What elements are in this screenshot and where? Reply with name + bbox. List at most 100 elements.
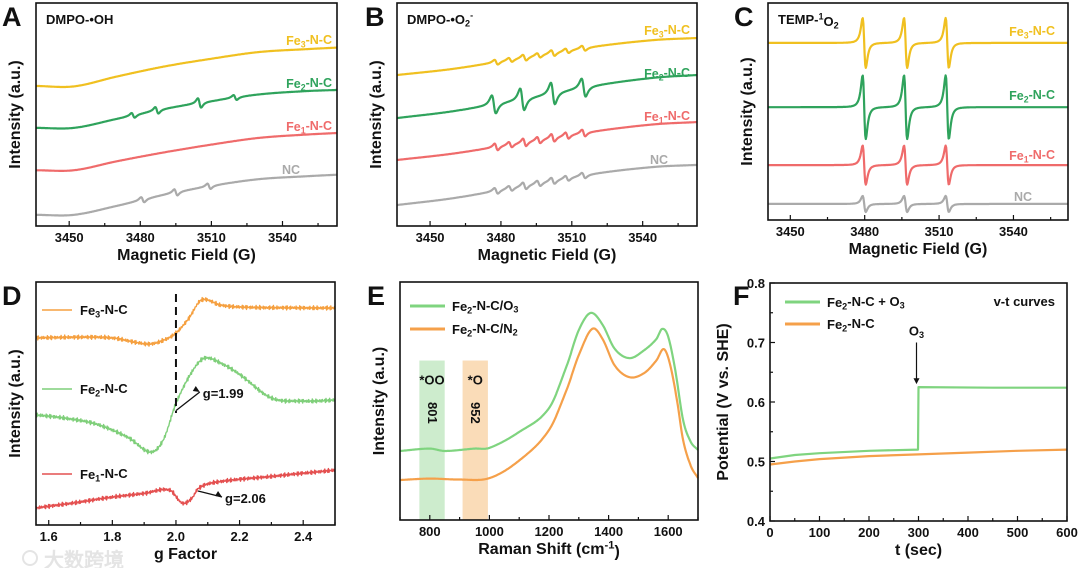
- watermark: 大数跨境: [44, 548, 124, 568]
- y-axis-title: Potential (V vs. SHE): [715, 323, 732, 480]
- panel-title: TEMP-1​O2​: [778, 11, 839, 30]
- plot-frame: [35, 2, 338, 227]
- panel-A: A Fe3​-N-C Fe2​-N-C Fe1​-N-C NC DMPO-•OH 3450 3…: [2, 2, 338, 264]
- y-tick-label: 0.4: [747, 514, 766, 529]
- series-line: [767, 16, 1069, 69]
- x-tick-label: 1.8: [103, 529, 121, 544]
- series-line: [396, 36, 698, 77]
- panel-letter: E: [367, 281, 385, 311]
- series-line: [399, 311, 699, 453]
- band-label: *O: [468, 372, 483, 387]
- series-line: [35, 88, 338, 130]
- panel-C: C Fe3​-N-C Fe2​-N-C Fe1​-N-C NC TEMP-1​O2​ 345…: [734, 2, 1069, 258]
- panel-D: D Fe3​-N-C Fe2​-N-C Fe1​-N-C g=1.99 g=2.06 1.6…: [2, 281, 336, 563]
- panel-F: F Fe2​-N-C + O3​ Fe2​-N-C O3​ v-t curves 0 100…: [715, 276, 1078, 559]
- x-tick-label: 3480: [126, 230, 155, 245]
- series-line: [396, 163, 698, 207]
- panel-title: DMPO-•OH: [46, 12, 113, 27]
- series-line: [396, 73, 698, 120]
- series-line: [767, 194, 1069, 214]
- series-line: [769, 448, 1068, 466]
- series-line: [399, 327, 699, 482]
- panel-E: E *OO 801 *O 952 Fe2​-N-C/O3​ Fe2​-N-C/N2​ 800 1…: [367, 281, 699, 560]
- x-tick-label: 3510: [557, 230, 586, 245]
- y-tick-label: 0.6: [747, 395, 765, 410]
- series-label: NC: [650, 153, 668, 167]
- legend-label: Fe2​-N-C: [827, 316, 875, 334]
- y-axis-title: Intensity (a.u.): [7, 60, 24, 168]
- legend-label: Fe2​-N-C: [80, 381, 128, 399]
- panel-title: v-t curves: [994, 294, 1055, 309]
- band-value: 952: [468, 402, 483, 424]
- x-tick-label: 3510: [925, 224, 954, 239]
- series-line: [396, 121, 698, 162]
- plot-frame: [399, 281, 699, 521]
- series-label: Fe2​-N-C: [1009, 88, 1055, 105]
- legend-label: Fe2​-N-C + O3​: [827, 294, 905, 312]
- series-label: Fe1​-N-C: [286, 119, 332, 136]
- x-tick-label: 3480: [850, 224, 879, 239]
- series-label: Fe1​-N-C: [644, 109, 690, 126]
- annotation-label: g=1.99: [203, 386, 244, 401]
- y-axis-title: Intensity (a.u.): [368, 60, 385, 168]
- legend-label: Fe2​-N-C/O3​: [452, 298, 518, 316]
- series-label: Fe3​-N-C: [644, 23, 690, 40]
- panel-title: DMPO-•O2​-​: [407, 10, 473, 28]
- series-line: [35, 173, 338, 217]
- panel-letter: F: [733, 281, 750, 311]
- x-axis-title: g Factor: [154, 546, 217, 563]
- arrow-head-icon: [192, 386, 200, 392]
- plot-frame: [35, 281, 336, 526]
- series-line: [35, 131, 338, 172]
- x-tick-label: 2.4: [294, 529, 313, 544]
- panel-letter: C: [734, 2, 754, 32]
- x-axis-title: Magnetic Field (G): [117, 247, 256, 264]
- series-line: [35, 296, 336, 347]
- x-tick-label: 200: [858, 525, 880, 540]
- annotation-label: O3​: [909, 323, 924, 340]
- band-label: *OO: [419, 372, 444, 387]
- series-line: [769, 386, 1067, 460]
- legend-label: Fe2​-N-C/N2​: [452, 321, 518, 339]
- series-label: Fe1​-N-C: [1009, 148, 1055, 165]
- x-axis-title: Raman Shift (cm-1​): [478, 539, 620, 560]
- arrow-head-icon: [215, 491, 223, 497]
- x-tick-label: 2.2: [231, 529, 249, 544]
- series-line: [35, 467, 336, 510]
- arrow-head-icon: [913, 378, 920, 385]
- panel-letter: B: [365, 2, 385, 32]
- x-tick-label: 0: [766, 525, 773, 540]
- x-tick-label: 3540: [268, 230, 297, 245]
- series-label: Fe3​-N-C: [286, 33, 332, 50]
- x-tick-label: 100: [809, 525, 831, 540]
- x-tick-label: 500: [1007, 525, 1029, 540]
- x-tick-label: 1400: [594, 524, 623, 539]
- plot-frame: [396, 2, 698, 227]
- series-line: [35, 355, 336, 455]
- x-tick-label: 600: [1056, 525, 1078, 540]
- y-tick-label: 0.5: [747, 455, 765, 470]
- x-tick-label: 3540: [628, 230, 657, 245]
- x-axis-title: Magnetic Field (G): [478, 247, 617, 264]
- series-label: NC: [282, 163, 300, 177]
- y-axis-title: Intensity (a.u.): [7, 349, 24, 457]
- series-line: [767, 144, 1069, 186]
- x-axis-title: t (sec): [895, 542, 942, 559]
- y-tick-label: 0.8: [747, 276, 765, 291]
- y-tick-label: 0.7: [747, 336, 765, 351]
- y-axis-title: Intensity (a.u.): [739, 57, 756, 165]
- legend-label: Fe1​-N-C: [80, 466, 128, 484]
- x-tick-label: 1000: [475, 524, 504, 539]
- x-tick-label: 3450: [416, 230, 445, 245]
- arrow-line: [175, 391, 201, 412]
- x-tick-label: 3450: [776, 224, 805, 239]
- x-tick-label: 1600: [654, 524, 683, 539]
- band-value: 801: [425, 402, 440, 424]
- plot-frame: [767, 2, 1069, 221]
- series-label: Fe2​-N-C: [286, 76, 332, 93]
- series-label: NC: [1014, 190, 1032, 204]
- panel-letter: D: [2, 281, 22, 311]
- watermark-logo-icon: [22, 550, 38, 566]
- x-axis-title: Magnetic Field (G): [849, 241, 988, 258]
